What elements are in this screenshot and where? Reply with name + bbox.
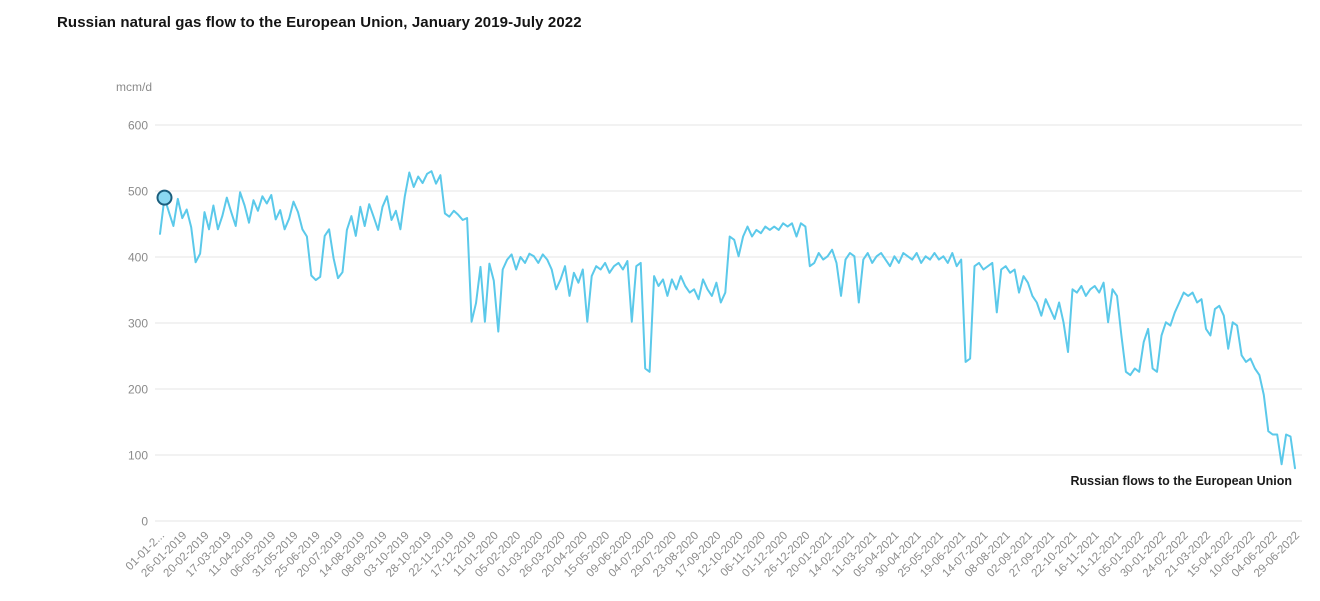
- y-tick-label: 400: [128, 251, 148, 265]
- chart-title: Russian natural gas flow to the European…: [57, 14, 582, 31]
- y-tick-label: 600: [128, 119, 148, 133]
- series-line: [159, 170, 1296, 470]
- series-label: Russian flows to the European Union: [1070, 474, 1292, 488]
- y-tick-label: 500: [128, 185, 148, 199]
- y-tick-label: 300: [128, 317, 148, 331]
- gridlines-layer: [155, 124, 1302, 522]
- y-tick-label: 0: [141, 515, 148, 529]
- series-start-marker[interactable]: [156, 189, 173, 206]
- x-axis-labels-layer: 01-01-2...26-01-201920-02-201917-03-2019…: [124, 530, 1302, 580]
- y-axis-labels-layer: 0 100 200 300 400 500 600: [128, 119, 148, 529]
- y-axis-unit-label: mcm/d: [116, 80, 152, 94]
- y-tick-label: 100: [128, 449, 148, 463]
- y-tick-label: 200: [128, 383, 148, 397]
